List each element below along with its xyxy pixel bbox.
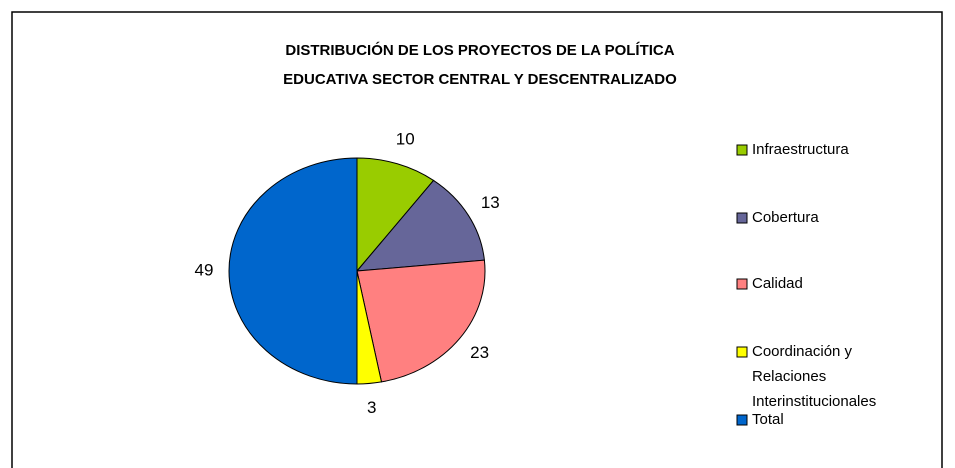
data-label: 13 xyxy=(481,193,500,212)
data-label: 49 xyxy=(195,260,214,279)
data-label: 23 xyxy=(470,343,489,362)
legend-swatch xyxy=(736,278,748,290)
data-label: 10 xyxy=(396,130,415,149)
chart-title: EDUCATIVA SECTOR CENTRAL Y DESCENTRALIZA… xyxy=(283,71,677,88)
data-label: 3 xyxy=(367,398,376,417)
legend-swatch xyxy=(736,346,748,358)
legend-label: Calidad xyxy=(752,275,803,292)
legend-label: Infraestructura xyxy=(752,141,849,158)
legend-swatch xyxy=(736,212,748,224)
legend-label: Total xyxy=(752,411,784,428)
legend-label: Coordinación y Relaciones Interinstitucion… xyxy=(752,343,876,410)
pie-slice xyxy=(356,157,435,273)
chart-title: DISTRIBUCIÓN DE LOS PROYECTOS DE LA POLÍ… xyxy=(285,41,674,59)
pie-slice xyxy=(355,179,485,272)
legend-swatch xyxy=(736,144,748,156)
pie-slice xyxy=(228,157,358,385)
pie-slice xyxy=(356,259,486,383)
legend-swatch xyxy=(736,414,748,426)
legend-label: Cobertura xyxy=(752,209,819,226)
